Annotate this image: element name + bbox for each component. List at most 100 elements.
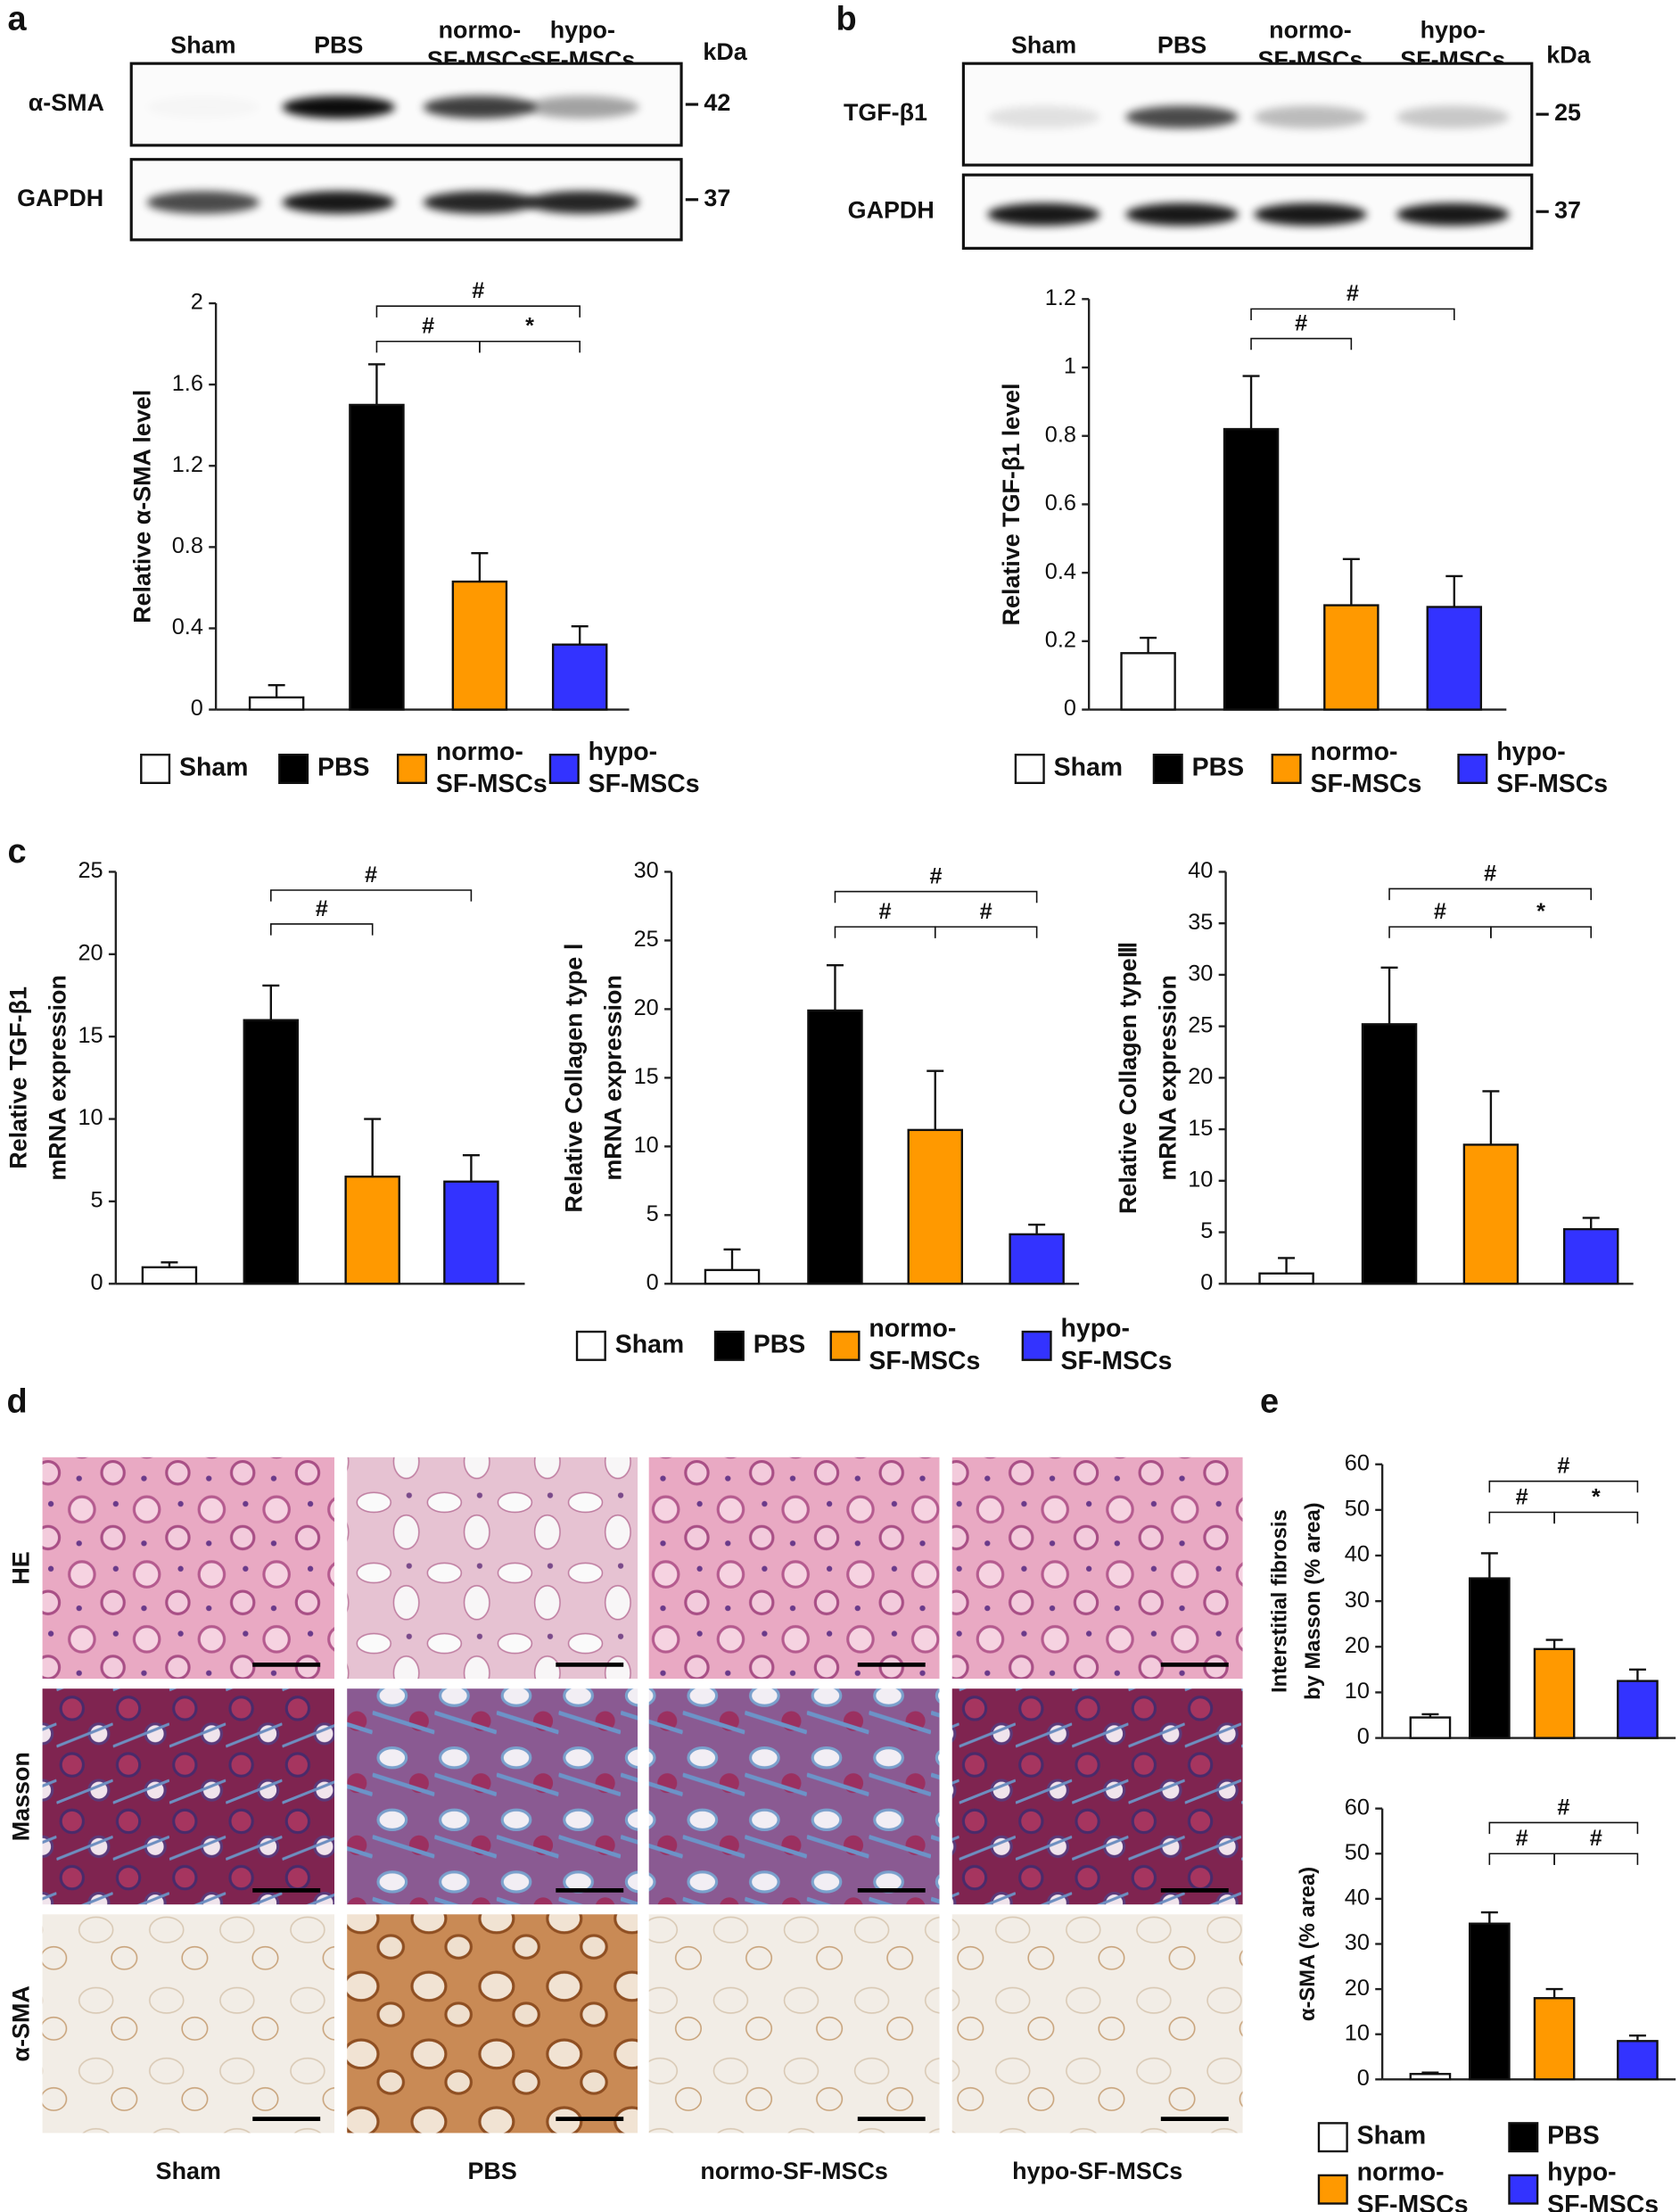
y-axis-label: Relative TGF-β1 mRNA expression [4, 975, 70, 1181]
significance-bracket [1488, 1480, 1639, 1493]
micrograph [648, 1688, 940, 1905]
y-tick-label: 10 [634, 1133, 659, 1158]
y-tick-label: 0.8 [172, 533, 203, 558]
legend-swatch [1508, 2122, 1539, 2153]
micrograph [42, 1914, 334, 2134]
y-tick-label: 0 [1064, 696, 1076, 721]
row-label: α-SMA [8, 1985, 35, 2061]
blot-band [526, 191, 639, 214]
unit-label: kDa [1546, 41, 1591, 68]
significance-bracket [1388, 926, 1492, 938]
y-tick-label: 1.2 [172, 452, 203, 477]
legend-swatch [1317, 2122, 1348, 2153]
significance-label: * [1536, 899, 1545, 924]
y-tick-label: 40 [1345, 1542, 1370, 1567]
significance-bracket [1250, 337, 1353, 351]
significance-label: # [1557, 1795, 1569, 1820]
y-tick-label: 1.2 [1045, 285, 1076, 310]
significance-bracket [375, 340, 481, 353]
legend-swatch [829, 1330, 861, 1361]
blot-band [1254, 202, 1367, 227]
legend-swatch [575, 1330, 606, 1361]
y-tick-label: 25 [78, 858, 103, 883]
blot-band [282, 191, 395, 214]
y-tick-label: 10 [1345, 1679, 1370, 1704]
blot-row-label: TGF-β1 [844, 99, 927, 126]
y-axis-label: Interstitial fibrosis by Masson (% area) [1269, 1502, 1326, 1699]
bar [1409, 2073, 1452, 2081]
blot-band [987, 202, 1100, 227]
significance-label: # [472, 278, 484, 303]
blot-band [147, 96, 260, 119]
row-label: HE [8, 1551, 35, 1584]
bar [1426, 606, 1483, 711]
bar [1533, 1647, 1576, 1739]
blot-band [1125, 105, 1239, 128]
legend-label: hypo-SF-MSCs [1061, 1314, 1173, 1374]
legend-swatch [713, 1330, 745, 1361]
bar [1617, 2040, 1659, 2081]
significance-bracket [270, 923, 374, 936]
y-tick-label: 15 [78, 1023, 103, 1048]
bar [1469, 1922, 1511, 2081]
micrograph [648, 1914, 940, 2134]
legend-label: PBS [1192, 754, 1245, 782]
micrograph [42, 1457, 334, 1680]
legend-swatch [396, 753, 427, 784]
blot-band [987, 105, 1100, 128]
bar [807, 1009, 863, 1285]
significance-label: * [525, 314, 534, 339]
legend-label: hypo-SF-MSCs [1496, 737, 1608, 797]
significance-label: # [422, 314, 434, 339]
bar [349, 403, 405, 711]
blot-row-label: GAPDH [848, 196, 935, 223]
blot-band [423, 95, 537, 119]
y-tick-label: 60 [1345, 1450, 1370, 1475]
significance-bracket [270, 889, 473, 902]
significance-bracket [1488, 1511, 1555, 1524]
column-label: normo-SF-MSCs [700, 2158, 888, 2184]
legend-swatch [1271, 753, 1302, 784]
y-tick-label: 0.2 [1045, 628, 1076, 653]
panel-label: c [8, 833, 27, 871]
legend-label: Sham [615, 1330, 684, 1358]
y-tick-label: 10 [1345, 2020, 1370, 2045]
significance-bracket [834, 890, 1038, 904]
y-axis-label: α-SMA (% area) [1297, 1867, 1320, 2021]
y-tick-label: 30 [1345, 1588, 1370, 1613]
panel-label: b [836, 1, 857, 38]
blot-band [1396, 202, 1510, 227]
legend-swatch [1021, 1330, 1052, 1361]
legend-label: Sham [1357, 2122, 1426, 2150]
legend-label: normo-SF-MSCs [436, 737, 548, 797]
blot-band [423, 191, 537, 214]
legend-label: PBS [317, 754, 370, 782]
y-tick-label: 0 [1357, 2066, 1370, 2091]
lane-label: Sham [1011, 31, 1076, 58]
bar [141, 1266, 198, 1285]
y-axis-label: Relative Collagen typeⅢ mRNA expression [1115, 942, 1181, 1214]
legend-swatch [548, 753, 580, 784]
micrograph [347, 1688, 638, 1905]
micrograph [42, 1688, 334, 1905]
y-tick-label: 35 [1188, 910, 1213, 935]
bar [248, 696, 305, 711]
significance-bracket [934, 926, 1038, 938]
significance-bracket [1490, 926, 1593, 938]
bar [443, 1180, 499, 1285]
significance-label: # [879, 899, 892, 924]
bar [1323, 604, 1379, 711]
column-label: PBS [467, 2158, 516, 2184]
micrograph [347, 1457, 638, 1680]
y-axis-label: Relative α-SMA level [129, 390, 156, 623]
y-tick-label: 1 [1064, 354, 1076, 379]
y-tick-label: 20 [634, 995, 659, 1020]
legend-label: PBS [754, 1330, 806, 1358]
micrograph [347, 1914, 638, 2134]
legend-label: Sham [179, 754, 248, 782]
legend-label: hypo-SF-MSCs [589, 737, 700, 797]
blot-band [282, 95, 395, 119]
y-tick-label: 0.6 [1045, 491, 1076, 516]
y-tick-label: 20 [1345, 1633, 1370, 1658]
